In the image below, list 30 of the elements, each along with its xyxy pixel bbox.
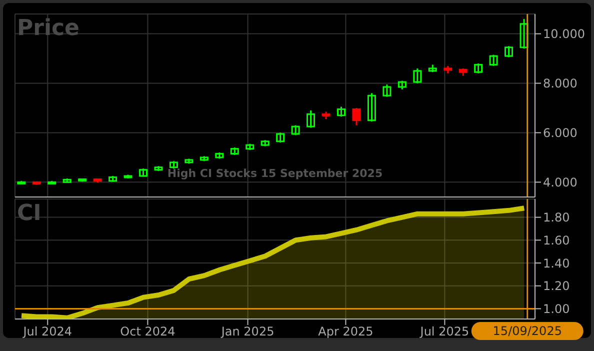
candlestick <box>291 124 300 136</box>
candlestick <box>504 45 514 58</box>
ref-line-label: 15/09/2025 <box>492 324 562 338</box>
chart-title: Price <box>17 16 80 41</box>
y-tick-label: 1.60 <box>543 233 570 248</box>
candlestick <box>474 62 483 74</box>
candlestick <box>382 84 392 98</box>
y-tick-label: 1.00 <box>543 302 570 316</box>
x-tick-label: Jul 2025 <box>419 324 470 339</box>
y-tick-label: 10.000 <box>543 27 585 42</box>
x-tick-label: Oct 2024 <box>120 324 176 339</box>
y-tick-label: 8.000 <box>543 76 578 91</box>
candlestick <box>352 107 361 126</box>
candlestick <box>276 132 285 144</box>
y-tick-label: 1.40 <box>543 256 570 270</box>
candlestick <box>520 18 528 50</box>
y-tick-label: 4.000 <box>543 175 578 190</box>
candlestick <box>413 68 422 84</box>
x-tick-label: Apr 2025 <box>318 324 374 339</box>
y-tick-label: 1.20 <box>543 279 570 294</box>
y-tick-label: 6.000 <box>543 126 578 140</box>
y-tick-label: 1.80 <box>543 210 570 225</box>
annotation: High CI Stocks 15 September 2025 <box>166 167 384 180</box>
candlestick <box>367 92 376 122</box>
x-tick-label: Jan 2025 <box>220 324 274 339</box>
candlestick <box>489 54 498 67</box>
chart-title: CI <box>17 201 42 226</box>
x-tick-label: Jul 2024 <box>22 324 72 339</box>
candlestick <box>336 106 346 118</box>
candlestick <box>306 110 316 129</box>
